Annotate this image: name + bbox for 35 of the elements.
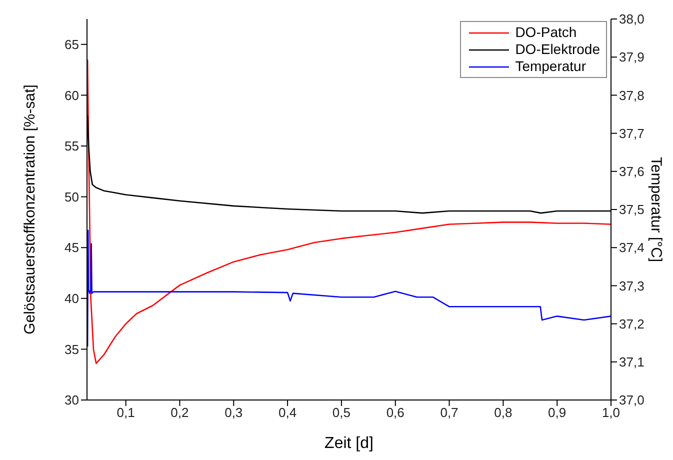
x-tick-label: 0,1: [116, 405, 135, 420]
y-tick-label: 45: [64, 240, 79, 256]
y-tick-label: 55: [64, 138, 79, 154]
x-tick-label: 0,5: [332, 405, 350, 420]
x-tick-label: 0,2: [170, 405, 189, 420]
y-tick-label: 30: [64, 392, 79, 408]
y-tick-label: 50: [64, 189, 79, 204]
y2-tick-label: 37,1: [619, 354, 644, 370]
y2-tick-label: 37,2: [619, 316, 644, 332]
y2-tick-label: 37,8: [619, 88, 644, 103]
x-tick-label: 0,7: [440, 405, 458, 420]
y-tick-label: 65: [64, 37, 79, 52]
y-tick-label: 40: [64, 291, 79, 306]
y-tick-label: 35: [64, 342, 79, 357]
legend-label: DO-Patch: [515, 24, 577, 41]
y-tick-label: 60: [64, 88, 79, 103]
legend-label: Temperatur: [515, 58, 586, 75]
x-axis-title: Zeit [d]: [324, 435, 374, 452]
y2-tick-label: 38,0: [619, 12, 644, 27]
y2-tick-label: 37,3: [619, 278, 644, 294]
y2-tick-label: 37,7: [619, 126, 644, 141]
x-tick-label: 0,8: [494, 405, 512, 420]
y2-tick-label: 37,6: [619, 164, 644, 180]
y2-tick-label: 37,4: [619, 240, 644, 256]
y2-tick-label: 37,0: [619, 392, 644, 408]
legend-label: DO-Elektrode: [515, 41, 600, 58]
y-axis-title: Gelöstsauerstoffkonzentration [%-sat]: [21, 84, 38, 334]
y2-axis-title: Temperatur [°C]: [648, 156, 665, 262]
x-tick-label: 1,0: [602, 405, 620, 420]
x-tick-label: 0,6: [386, 405, 404, 420]
x-tick-label: 0,9: [548, 405, 566, 420]
y2-tick-label: 37,5: [619, 202, 644, 218]
x-tick-label: 0,3: [224, 405, 243, 420]
y2-tick-label: 37,9: [619, 50, 644, 65]
x-tick-label: 0,4: [278, 405, 297, 420]
